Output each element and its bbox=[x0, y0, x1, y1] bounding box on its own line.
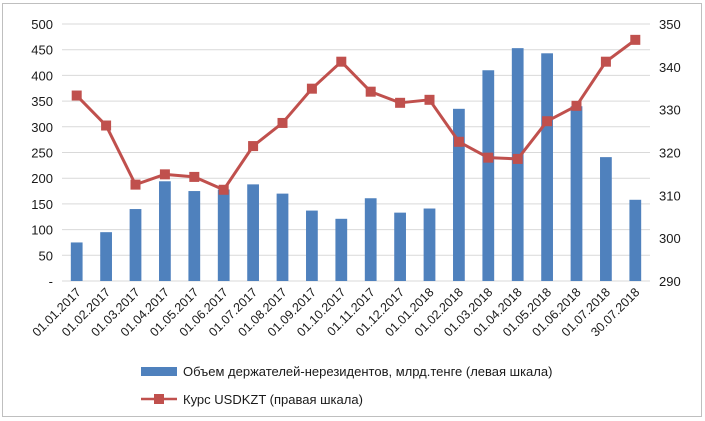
bar bbox=[276, 193, 289, 281]
left-tick-label: - bbox=[49, 274, 53, 289]
left-axis-ticks: - 50 100 150 200 250 300 350 400 450 500 bbox=[31, 17, 53, 289]
left-tick-label: 200 bbox=[31, 171, 53, 186]
bar bbox=[570, 106, 583, 282]
left-tick-label: 50 bbox=[39, 248, 53, 263]
left-tick-label: 250 bbox=[31, 146, 53, 161]
bar bbox=[482, 70, 495, 281]
line-point bbox=[306, 83, 317, 94]
bar bbox=[364, 198, 377, 281]
line-point bbox=[600, 56, 611, 67]
bar bbox=[335, 218, 348, 281]
bar bbox=[306, 210, 318, 281]
bar bbox=[70, 242, 83, 281]
bar bbox=[394, 212, 406, 281]
line-point bbox=[483, 152, 494, 163]
right-tick-label: 320 bbox=[659, 146, 681, 161]
bar bbox=[159, 181, 171, 281]
legend-swatch-marker bbox=[154, 394, 164, 404]
line-point bbox=[159, 169, 170, 180]
line-point bbox=[424, 94, 435, 105]
bars-series bbox=[70, 48, 642, 282]
right-tick-label: 310 bbox=[659, 188, 681, 203]
right-tick-label: 300 bbox=[659, 231, 681, 246]
x-axis-ticks: 01.01.201701.02.201701.03.201701.04.2017… bbox=[30, 285, 643, 339]
line-point bbox=[453, 136, 464, 147]
line-point bbox=[189, 171, 200, 182]
bar bbox=[217, 189, 230, 281]
bar bbox=[129, 209, 142, 281]
left-tick-label: 500 bbox=[31, 17, 53, 32]
right-axis-ticks: 290 300 310 320 330 340 350 bbox=[659, 17, 681, 289]
right-tick-label: 340 bbox=[659, 60, 681, 75]
line-point bbox=[395, 97, 406, 108]
line-point bbox=[101, 120, 112, 131]
bar bbox=[188, 191, 201, 281]
right-tick-label: 290 bbox=[659, 274, 681, 289]
bar bbox=[100, 232, 112, 281]
right-tick-label: 350 bbox=[659, 17, 681, 32]
line-series bbox=[71, 34, 641, 195]
left-tick-label: 400 bbox=[31, 68, 53, 83]
line-point bbox=[512, 153, 523, 164]
left-tick-label: 350 bbox=[31, 94, 53, 109]
chart: - 50 100 150 200 250 300 350 400 450 500 290 300 310… bbox=[30, 17, 681, 407]
line-point bbox=[218, 184, 229, 195]
left-tick-label: 100 bbox=[31, 223, 53, 238]
line-point bbox=[277, 117, 288, 128]
line-point bbox=[542, 116, 553, 127]
legend-label-bars: Объем держателей-нерезидентов, млрд.тенг… bbox=[183, 364, 552, 379]
bar bbox=[629, 199, 642, 281]
legend-swatch-bars bbox=[141, 367, 177, 376]
bar bbox=[511, 48, 524, 281]
bar bbox=[453, 108, 465, 281]
line-point bbox=[130, 179, 141, 190]
chart-frame: - 50 100 150 200 250 300 350 400 450 500 290 300 310… bbox=[2, 3, 702, 417]
left-tick-label: 450 bbox=[31, 43, 53, 58]
line-point bbox=[248, 141, 259, 152]
line-point bbox=[571, 100, 582, 111]
legend: Объем держателей-нерезидентов, млрд.тенг… bbox=[141, 364, 552, 407]
bar bbox=[600, 157, 612, 281]
line-point bbox=[336, 56, 347, 67]
left-tick-label: 150 bbox=[31, 197, 53, 212]
line-point bbox=[71, 90, 82, 101]
right-tick-label: 330 bbox=[659, 103, 681, 118]
bar bbox=[541, 53, 553, 281]
legend-label-line: Курс USDKZT (правая шкала) bbox=[183, 392, 363, 407]
line-point bbox=[365, 86, 376, 97]
left-tick-label: 300 bbox=[31, 120, 53, 135]
bar bbox=[247, 184, 259, 281]
line-point bbox=[630, 34, 641, 45]
bar bbox=[423, 208, 436, 281]
gridlines bbox=[62, 23, 650, 282]
